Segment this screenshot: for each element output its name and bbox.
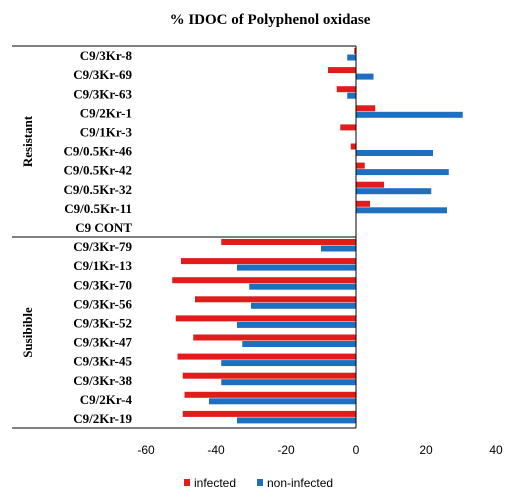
category-label-0: C9/3Kr-8: [80, 48, 133, 63]
category-label-9: C9 CONT: [75, 220, 132, 235]
bar-infected-1: [328, 67, 356, 74]
category-label-10: C9/3Kr-79: [73, 239, 132, 254]
bar-infected-7: [356, 181, 384, 188]
legend-label-infected: infected: [194, 476, 236, 490]
bar-non-infected-19: [237, 417, 356, 424]
bar-non-infected-2: [347, 92, 356, 99]
bar-non-infected-13: [251, 302, 356, 309]
group-label-1: Susibible: [20, 307, 35, 358]
bar-infected-6: [356, 162, 365, 169]
bar-infected-10: [221, 239, 356, 245]
bar-non-infected-16: [221, 360, 356, 367]
bar-infected-4: [340, 124, 356, 131]
bar-infected-11: [181, 258, 356, 265]
category-label-13: C9/3Kr-56: [73, 296, 132, 311]
legend: infected non-infected: [184, 476, 333, 490]
category-label-5: C9/0.5Kr-46: [64, 144, 133, 159]
bar-infected-3: [356, 105, 376, 112]
bar-infected-8: [356, 200, 370, 207]
category-labels: C9/3Kr-8 C9/3Kr-69 C9/3Kr-63 C9/2Kr-1 C9/1Kr…: [64, 48, 133, 426]
bars: [172, 48, 463, 424]
bar-non-infected-17: [221, 379, 356, 386]
legend-swatch-infected: [184, 479, 190, 486]
bar-non-infected-3: [356, 111, 463, 118]
legend-label-non-infected: non-infected: [267, 476, 333, 490]
category-label-2: C9/3Kr-63: [73, 86, 132, 101]
bar-non-infected-15: [242, 341, 356, 347]
category-label-16: C9/3Kr-45: [73, 354, 132, 369]
bar-infected-15: [193, 334, 356, 341]
bar-infected-5: [350, 143, 356, 150]
category-label-7: C9/0.5Kr-32: [64, 182, 132, 197]
category-label-4: C9/1Kr-3: [80, 124, 133, 139]
x-tick-label-0: -60: [137, 443, 155, 457]
x-tick-label-5: 40: [489, 443, 503, 457]
bar-non-infected-1: [356, 73, 374, 80]
bar-non-infected-18: [209, 398, 356, 405]
x-tick-label-3: 0: [353, 443, 360, 457]
chart-title: % IDOC of Polyphenol oxidase: [170, 12, 371, 28]
category-label-3: C9/2Kr-1: [80, 105, 132, 120]
x-tick-label-1: -40: [207, 443, 225, 457]
category-label-14: C9/3Kr-52: [73, 315, 132, 330]
bar-non-infected-10: [321, 245, 356, 252]
x-tick-label-4: 20: [419, 443, 433, 457]
category-label-6: C9/0.5Kr-42: [64, 163, 132, 178]
bar-infected-17: [182, 372, 356, 379]
bar-infected-2: [336, 86, 356, 93]
bar-non-infected-14: [237, 321, 356, 328]
bar-non-infected-12: [249, 283, 356, 290]
category-label-1: C9/3Kr-69: [73, 67, 132, 82]
category-label-19: C9/2Kr-19: [73, 411, 132, 426]
bar-infected-16: [177, 353, 356, 360]
bar-non-infected-11: [237, 264, 356, 271]
group-label-0: Resistant: [20, 115, 35, 167]
category-label-18: C9/2Kr-4: [80, 392, 133, 407]
bar-non-infected-8: [356, 207, 447, 214]
x-tick-labels: -60 -40 -20 0 20 40: [137, 443, 503, 457]
bar-non-infected-0: [347, 54, 356, 61]
bar-non-infected-7: [356, 188, 432, 195]
bar-infected-0: [354, 48, 356, 54]
category-label-15: C9/3Kr-47: [73, 335, 132, 350]
x-tick-label-2: -20: [277, 443, 295, 457]
bar-infected-12: [172, 277, 356, 284]
legend-swatch-non-infected: [257, 479, 263, 486]
category-label-17: C9/3Kr-38: [73, 373, 132, 388]
group-labels: Resistant Susibible: [20, 115, 35, 358]
bar-infected-14: [175, 315, 356, 322]
bar-non-infected-5: [356, 150, 433, 156]
category-label-8: C9/0.5Kr-11: [64, 201, 132, 216]
bar-infected-19: [182, 410, 356, 417]
category-label-12: C9/3Kr-70: [73, 277, 132, 292]
bar-infected-18: [184, 391, 356, 398]
axes: [12, 45, 357, 429]
bar-infected-13: [195, 296, 356, 303]
category-label-11: C9/1Kr-13: [73, 258, 132, 273]
bar-non-infected-6: [356, 169, 449, 176]
